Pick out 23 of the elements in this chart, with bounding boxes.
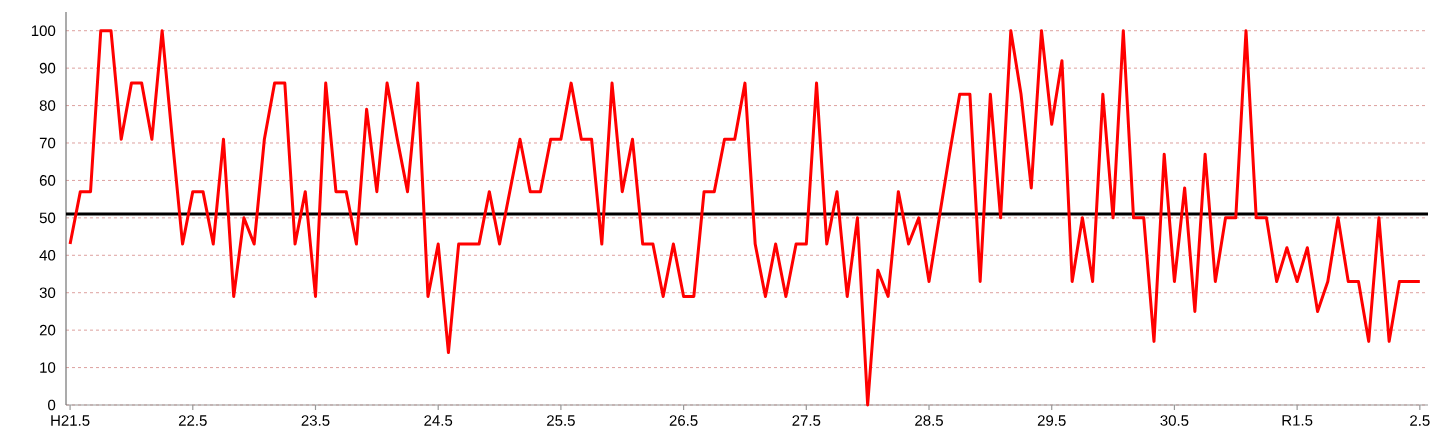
- y-tick-label: 70: [39, 137, 56, 149]
- y-tick-label: 50: [39, 212, 56, 224]
- y-tick-label: 20: [39, 324, 56, 336]
- y-tick-label: 40: [39, 249, 56, 261]
- y-tick-label: 60: [39, 175, 56, 186]
- x-tick-label: 25.5: [547, 415, 575, 426]
- y-tick-label: 90: [39, 62, 56, 74]
- x-tick-label: 26.5: [669, 415, 698, 426]
- x-tick-label: 30.5: [1160, 415, 1189, 426]
- y-tick-label: 100: [31, 25, 56, 37]
- x-tick-label: 2.5: [1410, 415, 1430, 426]
- x-tick-label: H21.5: [51, 415, 90, 426]
- y-tick-label: 30: [39, 287, 56, 299]
- x-tick-label: 27.5: [792, 415, 821, 426]
- x-tick-label: 29.5: [1037, 415, 1066, 426]
- y-tick-label: 80: [39, 100, 56, 111]
- x-tick-label: R1.5: [1282, 415, 1313, 426]
- x-tick-label: 23.5: [301, 415, 330, 426]
- x-tick-label: 22.5: [178, 415, 207, 426]
- y-tick-label: 10: [40, 362, 56, 373]
- x-tick-label: 28.5: [915, 415, 943, 426]
- x-tick-label: 24.5: [424, 415, 453, 426]
- y-tick-label: 0: [48, 399, 56, 411]
